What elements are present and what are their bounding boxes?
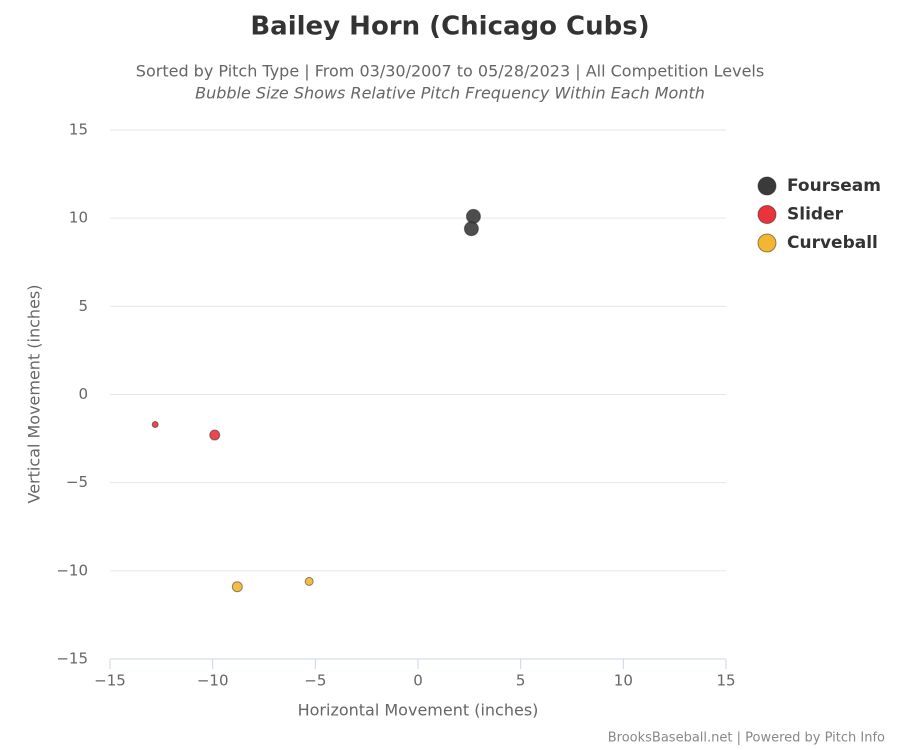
legend-label: Slider bbox=[787, 205, 844, 225]
bubble bbox=[463, 221, 479, 237]
legend-marker bbox=[757, 176, 777, 196]
y-tick-label: 10 bbox=[69, 209, 88, 227]
legend-label: Curveball bbox=[787, 233, 878, 253]
chart-title: Bailey Horn (Chicago Cubs) bbox=[250, 12, 649, 42]
y-tick-label: −10 bbox=[56, 561, 88, 579]
y-tick-label: 0 bbox=[78, 385, 88, 403]
bubble bbox=[231, 581, 243, 593]
bubble bbox=[151, 420, 159, 428]
x-tick-label: 10 bbox=[614, 672, 633, 690]
legend-marker bbox=[757, 233, 777, 253]
y-axis-title: Vertical Movement (inches) bbox=[25, 285, 44, 504]
x-tick-label: −5 bbox=[304, 672, 326, 690]
chart-subtitle: Sorted by Pitch Type | From 03/30/2007 t… bbox=[136, 62, 764, 81]
x-tick-label: 5 bbox=[516, 672, 526, 690]
legend-marker bbox=[757, 205, 777, 224]
y-tick-label: 5 bbox=[78, 297, 88, 315]
y-tick-label: 15 bbox=[69, 121, 88, 139]
y-tick-label: −15 bbox=[56, 650, 88, 668]
y-tick-label: −5 bbox=[66, 473, 88, 491]
legend-label: Fourseam bbox=[787, 176, 881, 196]
bubble bbox=[465, 208, 481, 224]
x-axis-title: Horizontal Movement (inches) bbox=[298, 701, 539, 720]
bubble bbox=[209, 429, 221, 441]
credits: BrooksBaseball.net | Powered by Pitch In… bbox=[608, 731, 885, 746]
x-tick-label: −10 bbox=[197, 672, 229, 690]
x-tick-label: −15 bbox=[94, 672, 126, 690]
bubble bbox=[304, 576, 314, 586]
x-tick-label: 15 bbox=[716, 672, 735, 690]
x-tick-label: 0 bbox=[413, 672, 423, 690]
chart-subtitle: Bubble Size Shows Relative Pitch Frequen… bbox=[195, 84, 705, 103]
